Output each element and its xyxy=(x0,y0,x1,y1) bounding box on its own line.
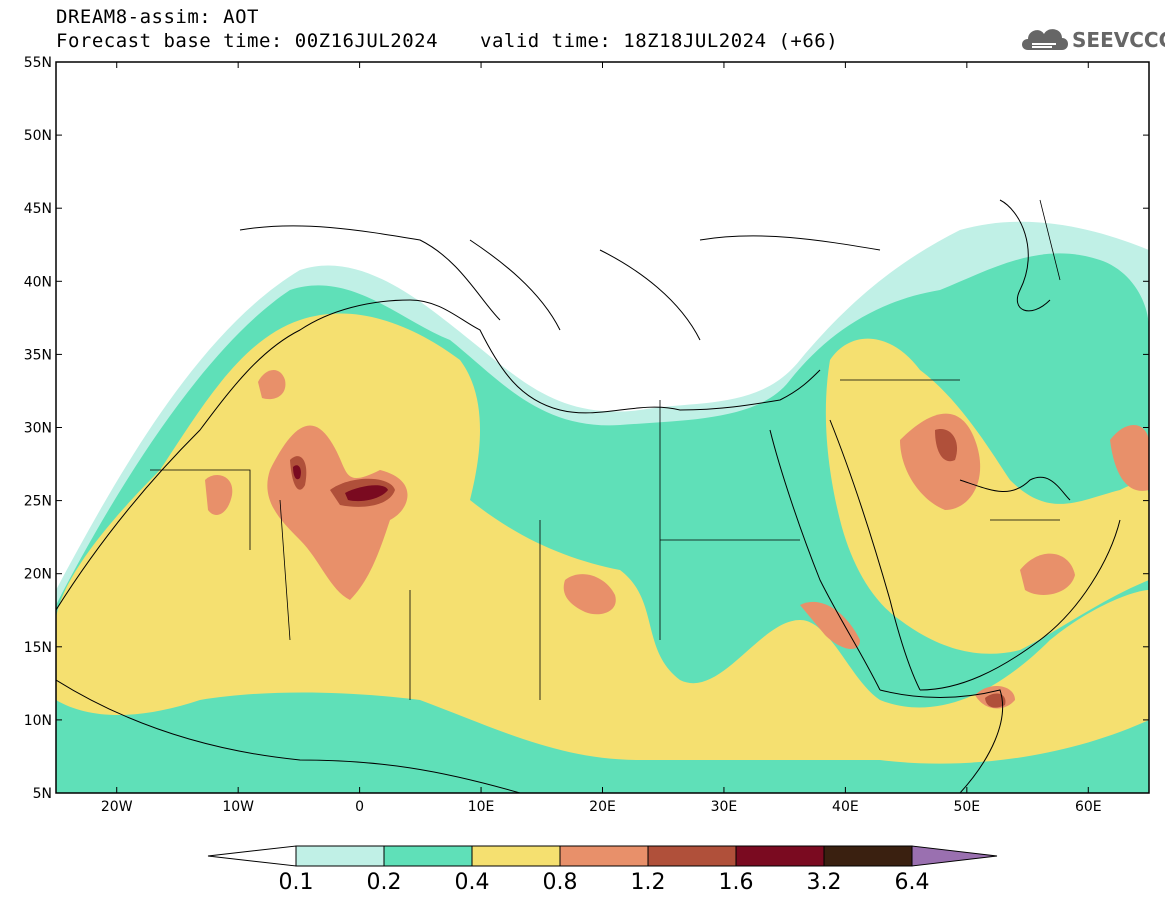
lon-axis: 20W 10W 0 10E 20E 30E 40E 50E 60E xyxy=(101,62,1102,815)
colorbar-box-1.6 xyxy=(735,845,825,867)
lat-tick-label: 15N xyxy=(24,640,52,656)
logo-text: SEEVCCC xyxy=(1072,28,1165,52)
forecast-base-time: Forecast base time: 00Z16JUL2024 xyxy=(56,30,439,52)
aot-band-0.8-mauritania xyxy=(205,475,233,515)
colorbar-box-0.2 xyxy=(383,845,473,867)
colorbar-high-arrow xyxy=(911,845,998,867)
aot-band-0.8-eritrea xyxy=(800,601,860,650)
colorbar-label-0: 0.1 xyxy=(278,870,314,895)
lon-tick-label: 60E xyxy=(1075,799,1102,815)
aot-band-0.8-iran xyxy=(1110,425,1149,491)
coastlines xyxy=(56,199,1121,793)
colorbar-low-arrow xyxy=(207,845,297,867)
lat-tick-label: 45N xyxy=(24,201,52,217)
map-title: DREAM8-assim: AOT xyxy=(56,6,259,28)
colorbar xyxy=(207,845,998,867)
lon-tick-label: 10W xyxy=(222,799,254,815)
lon-tick-label: 30E xyxy=(711,799,738,815)
colorbar-label-6: 3.2 xyxy=(806,870,842,895)
seevccc-logo: SEEVCCC xyxy=(1018,22,1165,58)
colorbar-box-3.2 xyxy=(823,845,913,867)
lat-axis: 55N 50N 45N 40N 35N 30N 25N 20N 15N 10N 5N xyxy=(24,55,1149,802)
aot-fields xyxy=(56,221,1149,793)
colorbar-label-3: 0.8 xyxy=(542,870,578,895)
coastline-caspian xyxy=(999,199,1051,312)
aot-band-0.8-oman xyxy=(1020,553,1075,595)
colorbar-label-7: 6.4 xyxy=(894,870,930,895)
aot-band-1.6-algeria xyxy=(293,465,301,480)
coastline-europe xyxy=(239,225,881,341)
aot-band-0.8-chad xyxy=(563,574,616,615)
aot-band-1.2-somalia xyxy=(985,693,1006,708)
lat-tick-label: 55N xyxy=(24,55,52,71)
colorbar-box-1.2 xyxy=(647,845,737,867)
coastline-gulf-guinea xyxy=(56,679,521,793)
lat-tick-label: 10N xyxy=(24,713,52,729)
lat-tick-label: 5N xyxy=(33,786,52,802)
lat-tick-label: 30N xyxy=(24,421,52,437)
lon-tick-label: 0 xyxy=(355,799,364,815)
colorbar-label-2: 0.4 xyxy=(454,870,490,895)
aot-band-1.2-iraq xyxy=(935,429,958,462)
colorbar-label-1: 0.2 xyxy=(366,870,402,895)
lat-tick-label: 20N xyxy=(24,567,52,583)
aot-band-0.8-iraq xyxy=(900,413,981,510)
lon-tick-label: 50E xyxy=(953,799,980,815)
border-lines xyxy=(150,199,1061,700)
lat-tick-label: 50N xyxy=(24,128,52,144)
aot-band-0.8-morocco xyxy=(258,370,286,400)
aot-band-0.4 xyxy=(56,313,1149,764)
lon-tick-label: 20W xyxy=(101,799,133,815)
colorbar-label-5: 1.6 xyxy=(718,870,754,895)
lon-tick-label: 20E xyxy=(589,799,616,815)
coastline-red-sea xyxy=(769,419,921,691)
cloud-logo-icon xyxy=(1022,29,1068,50)
lat-tick-label: 40N xyxy=(24,274,52,290)
lat-tick-label: 25N xyxy=(24,494,52,510)
colorbar-box-0.4 xyxy=(471,845,561,867)
valid-time: valid time: 18Z18JUL2024 (+66) xyxy=(480,30,839,52)
colorbar-box-0.1 xyxy=(295,845,385,867)
lon-tick-label: 10E xyxy=(468,799,495,815)
aot-band-1.6 xyxy=(345,485,388,502)
colorbar-box-0.8 xyxy=(559,845,649,867)
lat-tick-label: 35N xyxy=(24,347,52,363)
lon-tick-label: 40E xyxy=(832,799,859,815)
coastline-arabia xyxy=(919,477,1121,691)
colorbar-label-4: 1.2 xyxy=(630,870,666,895)
coastline-horn xyxy=(879,689,1004,793)
coastline-north-africa xyxy=(56,299,821,611)
